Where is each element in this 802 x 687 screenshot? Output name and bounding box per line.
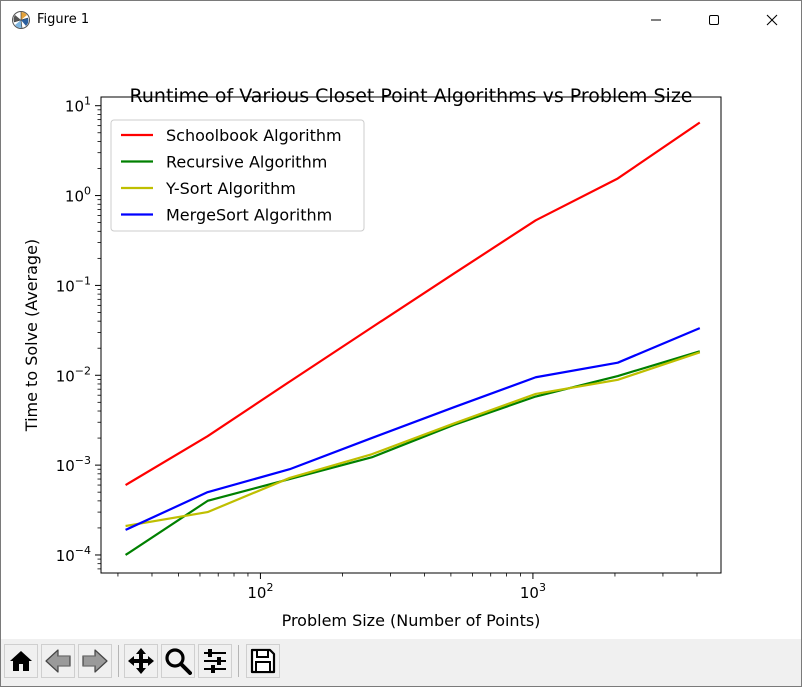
matplotlib-logo-icon [12,11,30,29]
series-line-recursive-algorithm [124,350,701,556]
x-axis-label: Problem Size (Number of Points) [282,611,541,630]
series-line-y-sort-algorithm [125,351,701,528]
legend-label: Recursive Algorithm [166,153,327,172]
legend-label: Schoolbook Algorithm [166,126,342,145]
maximize-icon [709,15,719,25]
toolbar-separator [118,645,119,677]
pan-button[interactable] [124,644,158,678]
arrow-left-icon [45,649,71,673]
floppy-disk-icon [250,648,276,674]
back-button[interactable] [41,644,75,678]
close-icon [766,14,778,26]
chart: 102 103 10−4 10−3 10−2 10−1 100 101 Runtime of … [22,85,722,630]
title-bar[interactable]: Figure 1 [1,1,801,39]
series-line-schoolbook-algorithm [125,121,701,486]
y-tick-label: 10−1 [56,274,91,295]
chart-title: Runtime of Various Closet Point Algorith… [130,85,693,107]
zoom-button[interactable] [161,644,195,678]
y-tick-label: 10−3 [56,454,91,475]
arrow-right-icon [82,649,108,673]
y-tick-label: 101 [65,95,91,116]
move-icon [128,648,154,674]
y-axis-label: Time to Solve (Average) [22,239,41,432]
minimize-icon [651,19,661,21]
x-tick-label: 103 [520,581,546,602]
legend-label: Y-Sort Algorithm [165,179,296,198]
toolbar-separator [238,645,239,677]
home-button[interactable] [4,644,38,678]
y-tick-label: 10−4 [56,544,91,565]
configure-subplots-button[interactable] [198,644,232,678]
figure-canvas[interactable]: 102 103 10−4 10−3 10−2 10−1 100 101 Runtime of … [1,39,801,639]
x-tick-label: 102 [247,581,273,602]
navigation-toolbar [1,639,801,686]
minimize-button[interactable] [627,1,685,39]
y-tick-label: 10−2 [56,364,91,385]
legend-box [110,119,365,232]
home-icon [10,651,32,671]
maximize-button[interactable] [685,1,743,39]
legend-label: MergeSort Algorithm [166,206,332,225]
close-button[interactable] [743,1,801,39]
magnifier-icon [165,648,192,675]
series-line-mergesort-algorithm [125,327,701,531]
save-button[interactable] [246,644,280,678]
sliders-icon [204,649,226,673]
y-tick-label: 100 [65,185,91,206]
window-title: Figure 1 [37,12,90,27]
forward-button[interactable] [78,644,112,678]
axes-frame [100,96,722,574]
legend: Schoolbook Algorithm Recursive Algorithm Y… [110,119,365,232]
